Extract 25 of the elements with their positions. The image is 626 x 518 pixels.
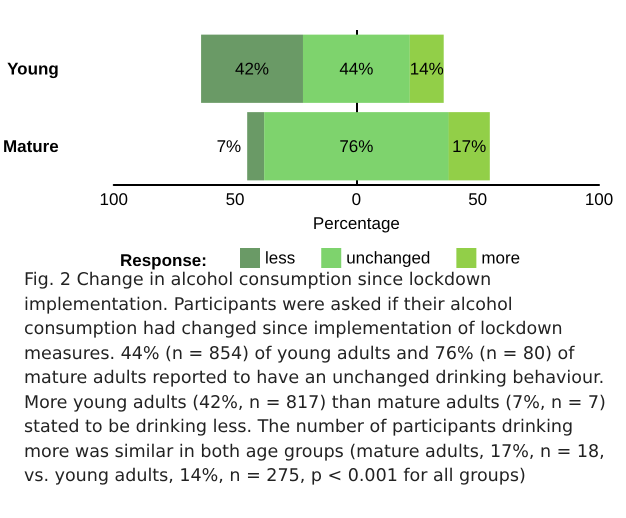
y-tick-label: Mature [2, 136, 59, 156]
y-tick-label: Young [7, 59, 59, 78]
bar [448, 112, 490, 180]
bar [264, 112, 449, 180]
x-tick-label: 0 [352, 190, 362, 209]
bar [247, 112, 264, 180]
data-label: 14% [410, 59, 444, 78]
data-label: 17% [452, 136, 486, 156]
x-tick-label: 100 [584, 190, 614, 209]
text: Fig. 2 Change in alcohol consumption since lockdown implementation. Participants were asked if their alcohol consumption had changed since implementation of lockdown measures. 44% (n = 854) of young adults and 76% (n = 80) of mature adults reported to have an unchanged drinking behaviour. More young adults (42%, n = 817) than mature adults (7%, n = 7) stated to be drinking less. The number of participants drinking more was similar in both age groups (mature adults, 17%, n = 18, vs. young adults, 14%, n = 275, p < 0.001 for all groups) [24, 270, 606, 486]
legend-label: unchanged [346, 248, 430, 268]
data-label: 42% [235, 59, 270, 78]
x-tick-label: 50 [226, 190, 245, 209]
bar [410, 34, 444, 103]
bar [201, 34, 303, 103]
bar [302, 34, 410, 103]
x-axis-title: Percentage [312, 214, 400, 233]
legend-label: more [481, 248, 520, 268]
legend-title: Response: [120, 251, 207, 270]
x-tick-label: 100 [100, 190, 128, 209]
data-label: 44% [339, 59, 374, 78]
legend-label: less [265, 248, 296, 268]
x-tick-label: 50 [468, 190, 488, 209]
data-label: 7% [216, 136, 242, 156]
data-label: 76% [339, 136, 374, 156]
